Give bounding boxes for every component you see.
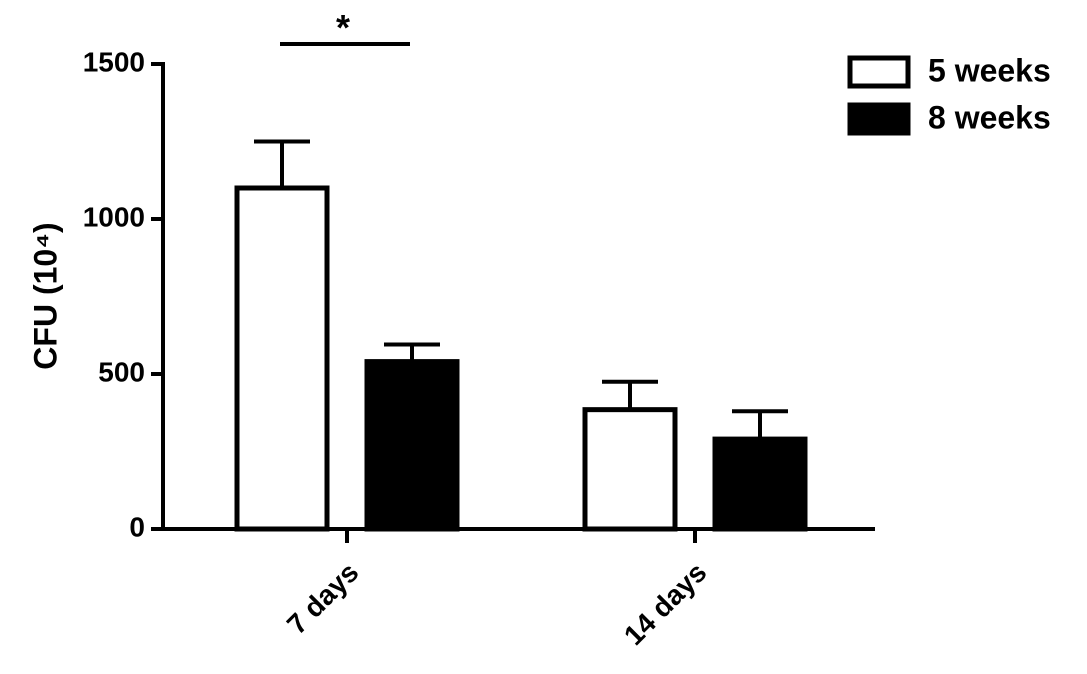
bar (582, 407, 678, 532)
y-tick-label: 1500 (83, 46, 145, 77)
x-tick-label: 14 days (618, 557, 713, 652)
legend-swatch (847, 55, 911, 89)
y-axis-label: CFU (10⁴) (27, 222, 63, 369)
y-tick-label: 0 (129, 511, 145, 542)
annotation: * (336, 7, 350, 48)
y-tick-label: 500 (98, 356, 145, 387)
y-tick-label: 1000 (83, 201, 145, 232)
bar (364, 359, 460, 532)
legend-label: 8 weeks (928, 99, 1051, 135)
bar (712, 436, 808, 532)
legend-label: 5 weeks (928, 52, 1051, 88)
x-tick-label: 7 days (281, 557, 365, 641)
legend-swatch (847, 102, 911, 136)
bar (234, 185, 330, 532)
